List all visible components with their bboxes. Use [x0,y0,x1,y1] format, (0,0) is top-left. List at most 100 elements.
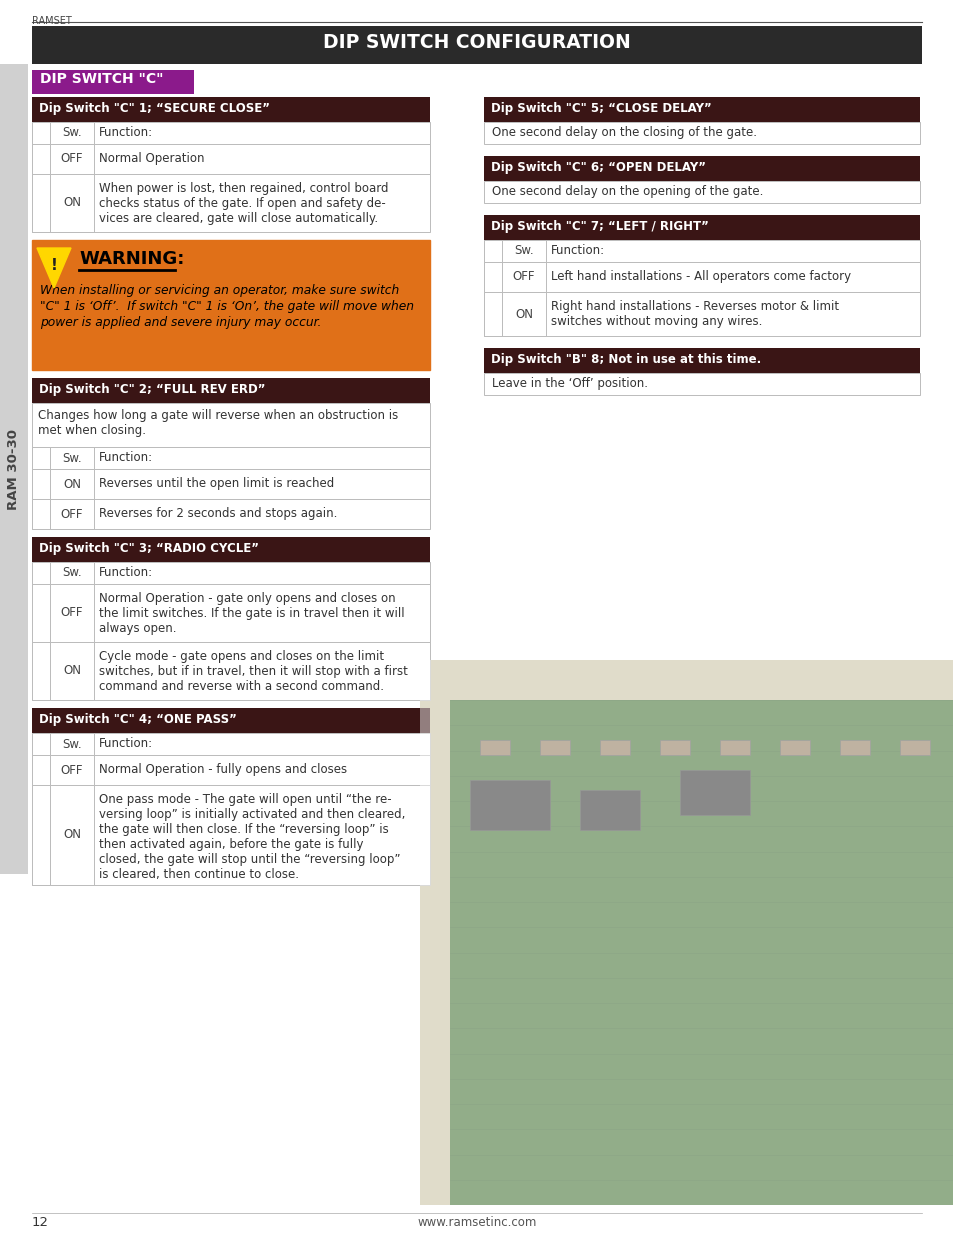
Bar [50,755,94,785]
Text: 12: 12 [32,1216,49,1229]
Bar [50,584,94,642]
Text: RAM 30-30: RAM 30-30 [8,429,20,510]
Text: "C" 1 is ‘Off’.  If switch "C" 1 is ‘On’, the gate will move when: "C" 1 is ‘Off’. If switch "C" 1 is ‘On’,… [40,300,414,312]
Text: Dip Switch "C" 6; “OPEN DELAY”: Dip Switch "C" 6; “OPEN DELAY” [491,161,705,174]
Bar [470,781,550,830]
Bar [32,447,430,469]
Text: One second delay on the opening of the gate.: One second delay on the opening of the g… [492,185,762,198]
Bar [419,659,953,1205]
Bar [32,174,430,232]
Bar [50,122,94,144]
Text: ON: ON [63,196,81,210]
Text: Dip Switch "B" 8; Not in use at this time.: Dip Switch "B" 8; Not in use at this tim… [491,353,760,366]
Bar [32,642,50,700]
Text: One pass mode - The gate will open until “the re-
versing loop” is initially act: One pass mode - The gate will open until… [99,793,405,881]
Bar [32,447,50,469]
Bar [780,740,809,755]
Bar [32,469,430,499]
Text: OFF: OFF [61,606,83,620]
Bar [501,240,545,262]
Text: Right hand installations - Reverses motor & limit
switches without moving any wi: Right hand installations - Reverses moto… [551,300,839,329]
Bar [32,122,50,144]
Polygon shape [37,248,71,288]
Text: Reverses for 2 seconds and stops again.: Reverses for 2 seconds and stops again. [99,508,337,520]
Text: Sw.: Sw. [62,126,82,140]
Text: Leave in the ‘Off’ position.: Leave in the ‘Off’ position. [492,377,647,390]
Text: OFF: OFF [61,152,83,165]
Text: Dip Switch "C" 5; “CLOSE DELAY”: Dip Switch "C" 5; “CLOSE DELAY” [491,103,711,115]
Bar [483,156,919,182]
Text: Function:: Function: [99,566,153,579]
Bar [483,98,919,122]
Bar [483,240,501,262]
Text: Left hand installations - All operators come factory: Left hand installations - All operators … [551,270,850,283]
Bar [50,499,94,529]
Bar [483,240,919,262]
Bar [483,373,919,395]
Bar [32,734,430,755]
Bar [32,144,430,174]
Bar [32,785,50,885]
Bar [32,537,430,562]
Text: Dip Switch "C" 7; “LEFT / RIGHT”: Dip Switch "C" 7; “LEFT / RIGHT” [491,220,708,233]
Bar [50,562,94,584]
Text: Sw.: Sw. [62,452,82,464]
Text: Dip Switch "C" 3; “RADIO CYCLE”: Dip Switch "C" 3; “RADIO CYCLE” [39,542,258,555]
Text: DIP SWITCH CONFIGURATION: DIP SWITCH CONFIGURATION [323,33,630,52]
Bar [32,755,430,785]
Bar [32,562,430,584]
Bar [483,291,919,336]
Text: Changes how long a gate will reverse when an obstruction is
met when closing.: Changes how long a gate will reverse whe… [38,409,397,437]
Bar [501,291,545,336]
Text: One second delay on the closing of the gate.: One second delay on the closing of the g… [492,126,757,140]
Text: Function:: Function: [99,126,153,140]
Bar [450,700,953,1205]
Text: OFF: OFF [61,508,83,520]
Bar [32,378,430,403]
Bar [539,740,569,755]
Bar [50,785,94,885]
Text: Dip Switch "C" 4; “ONE PASS”: Dip Switch "C" 4; “ONE PASS” [39,713,236,726]
Text: RAMSET: RAMSET [32,16,71,26]
Bar [483,182,919,203]
Bar [32,755,50,785]
Text: Dip Switch "C" 2; “FULL REV ERD”: Dip Switch "C" 2; “FULL REV ERD” [39,383,265,396]
Text: Function:: Function: [551,245,604,257]
Text: Sw.: Sw. [514,245,534,258]
Text: WARNING:: WARNING: [79,249,184,268]
Bar [50,734,94,755]
Bar [483,348,919,373]
Bar [32,144,50,174]
Bar [419,659,953,1205]
Text: Cycle mode - gate opens and closes on the limit
switches, but if in travel, then: Cycle mode - gate opens and closes on th… [99,650,408,693]
Bar [501,262,545,291]
Text: www.ramsetinc.com: www.ramsetinc.com [416,1216,537,1229]
Bar [32,785,430,885]
Bar [659,740,689,755]
Text: ON: ON [515,308,533,321]
Bar [32,403,430,447]
Bar [32,708,430,734]
Text: OFF: OFF [512,270,535,284]
Text: Normal Operation - fully opens and closes: Normal Operation - fully opens and close… [99,763,347,776]
Bar [50,174,94,232]
Text: Sw.: Sw. [62,737,82,751]
Bar [679,769,749,815]
Bar [50,144,94,174]
Text: Normal Operation: Normal Operation [99,152,204,165]
Bar [32,26,921,64]
Text: OFF: OFF [61,763,83,777]
Bar [50,447,94,469]
Text: Function:: Function: [99,737,153,750]
Text: Sw.: Sw. [62,567,82,579]
Text: ON: ON [63,664,81,678]
Bar [50,469,94,499]
Bar [483,291,501,336]
Text: !: ! [51,258,57,273]
Bar [32,122,430,144]
Bar [32,642,430,700]
Bar [32,240,430,370]
Bar [50,642,94,700]
Text: power is applied and severe injury may occur.: power is applied and severe injury may o… [40,316,321,329]
Text: ON: ON [63,829,81,841]
